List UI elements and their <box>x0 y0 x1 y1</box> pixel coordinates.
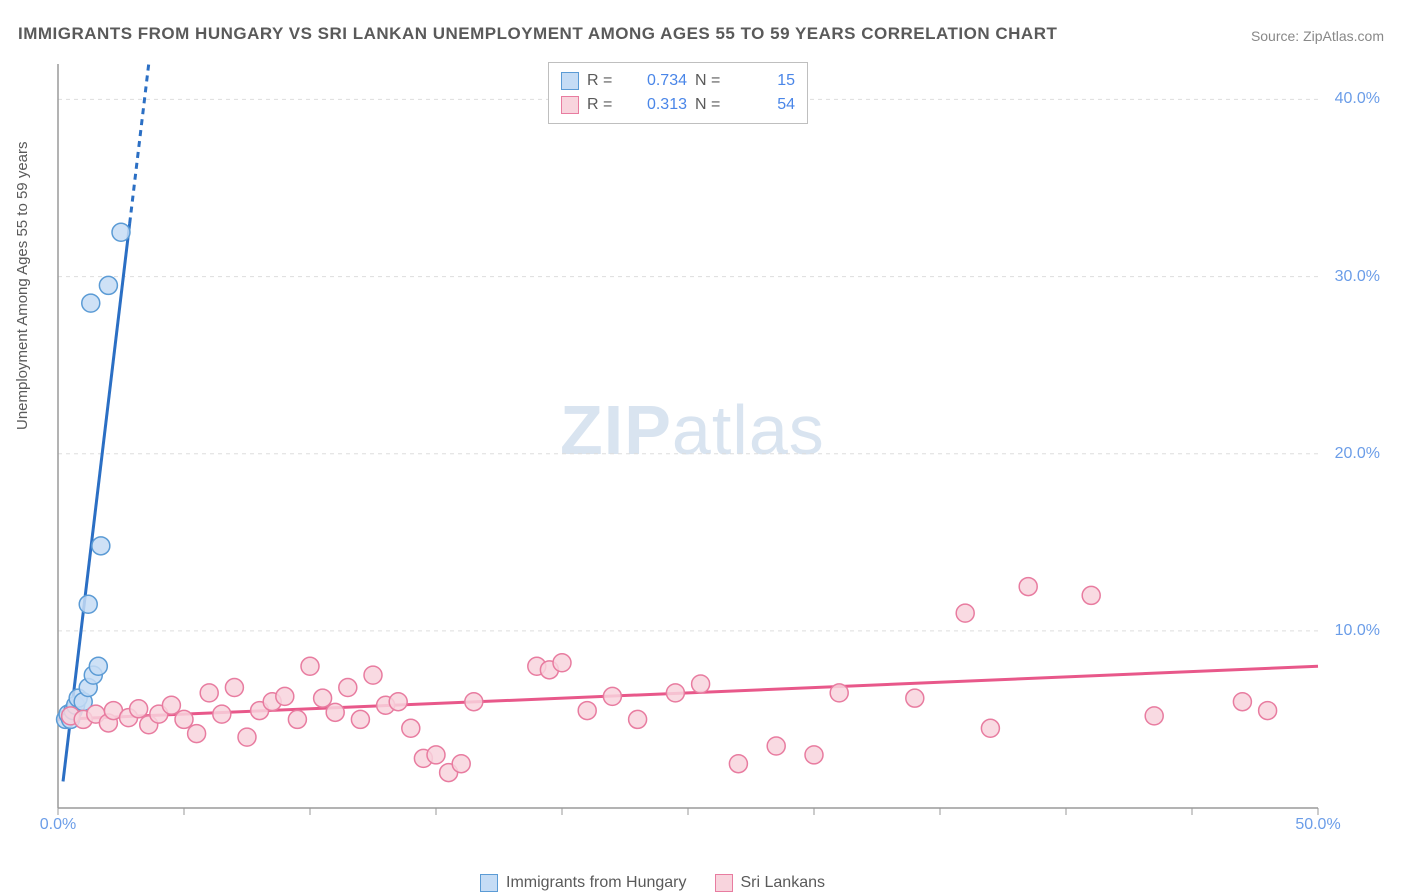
correlation-legend: R = 0.734 N = 15 R = 0.313 N = 54 <box>548 62 808 124</box>
legend-n-value-hungary: 15 <box>735 72 795 90</box>
y-tick-label: 40.0% <box>1335 90 1380 108</box>
chart-title: IMMIGRANTS FROM HUNGARY VS SRI LANKAN UN… <box>18 24 1057 44</box>
legend-n-label: N = <box>695 96 727 114</box>
legend-r-value-srilankan: 0.313 <box>627 96 687 114</box>
legend-n-label: N = <box>695 72 727 90</box>
legend-n-value-srilankan: 54 <box>735 96 795 114</box>
legend-label-hungary: Immigrants from Hungary <box>506 874 687 892</box>
source-label: Source: <box>1251 28 1299 44</box>
legend-r-value-hungary: 0.734 <box>627 72 687 90</box>
x-tick-label: 50.0% <box>1295 816 1340 834</box>
legend-item-srilankan: Sri Lankans <box>715 874 826 892</box>
y-tick-label: 10.0% <box>1335 622 1380 640</box>
y-axis-label: Unemployment Among Ages 55 to 59 years <box>14 141 31 430</box>
legend-label-srilankan: Sri Lankans <box>741 874 826 892</box>
legend-r-label: R = <box>587 96 619 114</box>
legend-swatch-hungary <box>561 72 579 90</box>
legend-row-hungary: R = 0.734 N = 15 <box>561 69 795 93</box>
series-legend: Immigrants from Hungary Sri Lankans <box>480 874 825 892</box>
legend-swatch-srilankan <box>561 96 579 114</box>
legend-r-label: R = <box>587 72 619 90</box>
y-tick-label: 20.0% <box>1335 445 1380 463</box>
legend-item-hungary: Immigrants from Hungary <box>480 874 687 892</box>
chart-svg <box>52 60 1388 850</box>
source-attribution: Source: ZipAtlas.com <box>1251 28 1384 44</box>
legend-swatch-hungary-bottom <box>480 874 498 892</box>
chart-plot-area: 10.0%20.0%30.0%40.0%0.0%50.0% <box>52 60 1388 850</box>
y-tick-label: 30.0% <box>1335 268 1380 286</box>
legend-swatch-srilankan-bottom <box>715 874 733 892</box>
legend-row-srilankan: R = 0.313 N = 54 <box>561 93 795 117</box>
x-tick-label: 0.0% <box>40 816 76 834</box>
source-value: ZipAtlas.com <box>1303 28 1384 44</box>
